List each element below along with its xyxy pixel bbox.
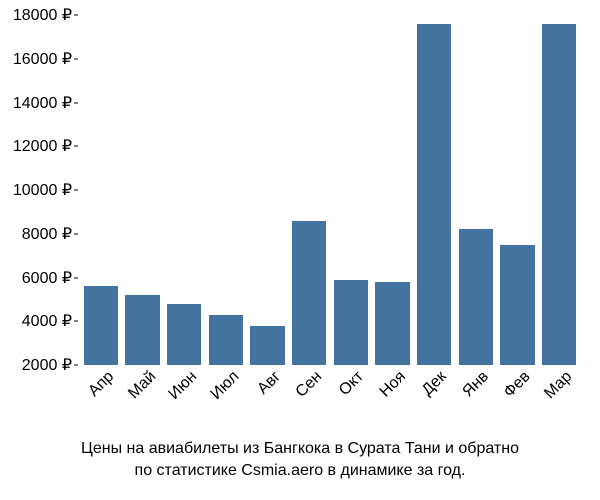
x-tick-label: Мар [541,368,576,403]
x-tick-label: Авг [254,368,284,398]
y-tick-label: 2000 ₽ [22,355,72,375]
bar [459,229,493,365]
y-tick-mark [74,277,78,278]
y-tick-mark [74,321,78,322]
bar [417,24,451,365]
y-tick-mark [74,190,78,191]
y-tick-label: 14000 ₽ [13,93,72,113]
bar [250,326,284,365]
bar [542,24,576,365]
bar [334,280,368,365]
y-tick-mark [74,146,78,147]
y-tick-mark [74,15,78,16]
bar [125,295,159,365]
y-tick-mark [74,102,78,103]
x-tick-label: Дек [419,368,451,400]
chart-caption: Цены на авиабилеты из Бангкока в Сурата … [0,438,600,481]
y-tick-label: 8000 ₽ [22,224,72,244]
bar [500,245,534,365]
y-tick-mark [74,233,78,234]
x-tick-label: Окт [336,368,368,400]
chart-container: 2000 ₽ 4000 ₽ 6000 ₽ 8000 ₽ 10000 ₽ 12000 ₽ 14… [0,0,600,500]
caption-line-2: по статистике Csmia.aero в динамике за г… [0,460,600,482]
bar [375,282,409,365]
y-tick-label: 4000 ₽ [22,311,72,331]
y-tick-label: 12000 ₽ [13,136,72,156]
y-tick-mark [74,365,78,366]
y-tick-label: 18000 ₽ [13,5,72,25]
x-tick-label: Сен [293,368,326,401]
plot-area [80,15,580,365]
bar [209,315,243,365]
x-tick-label: Фев [500,368,534,402]
x-tick-label: Июн [166,368,202,404]
x-tick-label: Апр [85,368,118,401]
bar [167,304,201,365]
y-tick-label: 16000 ₽ [13,49,72,69]
caption-line-1: Цены на авиабилеты из Бангкока в Сурата … [0,438,600,460]
x-tick-label: Май [125,368,160,403]
y-tick-mark [74,58,78,59]
bar [84,286,118,365]
y-axis: 2000 ₽4000 ₽6000 ₽8000 ₽10000 ₽12000 ₽14… [0,15,78,365]
x-tick-label: Июл [207,368,243,404]
x-tick-label: Янв [459,368,492,401]
bar [292,221,326,365]
x-tick-label: Ноя [376,368,409,401]
y-tick-label: 6000 ₽ [22,268,72,288]
x-axis-labels: АпрМайИюнИюл Авг Сен ОктНоя ДекЯнвФевМар [80,368,580,438]
y-tick-label: 10000 ₽ [13,180,72,200]
